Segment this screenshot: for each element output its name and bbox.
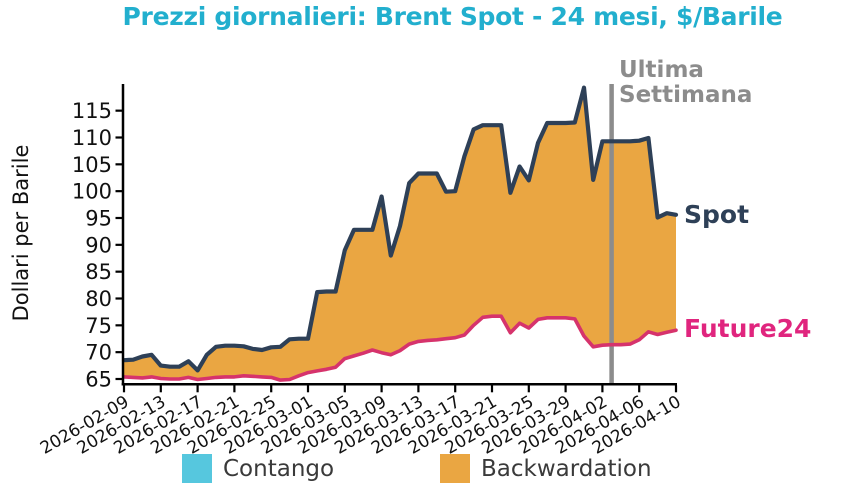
svg-text:95: 95	[85, 206, 112, 230]
svg-text:100: 100	[72, 180, 112, 204]
legend-item-contango: Contango	[182, 454, 334, 483]
legend-label-backwardation: Backwardation	[481, 455, 652, 482]
svg-text:110: 110	[72, 126, 112, 150]
legend-item-backwardation: Backwardation	[440, 454, 652, 483]
chart-title: Prezzi giornalieri: Brent Spot - 24 mesi…	[122, 2, 783, 31]
svg-text:85: 85	[85, 260, 112, 284]
svg-text:90: 90	[85, 233, 112, 257]
vline-annotation-line2: Settimana	[619, 82, 753, 108]
svg-text:115: 115	[72, 99, 112, 123]
legend-label-contango: Contango	[223, 455, 335, 482]
svg-text:80: 80	[85, 287, 112, 311]
legend: Contango Backwardation	[0, 450, 845, 495]
vline-annotation: Ultima Settimana	[619, 58, 752, 108]
svg-text:65: 65	[85, 368, 112, 392]
svg-text:105: 105	[72, 153, 112, 177]
future-series-label: Future24	[684, 314, 812, 343]
backwardation-swatch	[440, 454, 470, 483]
contango-swatch	[182, 454, 212, 483]
vline-annotation-line1: Ultima	[619, 57, 704, 83]
svg-text:75: 75	[85, 314, 112, 338]
spot-series-label: Spot	[684, 200, 750, 229]
svg-text:70: 70	[85, 341, 112, 365]
